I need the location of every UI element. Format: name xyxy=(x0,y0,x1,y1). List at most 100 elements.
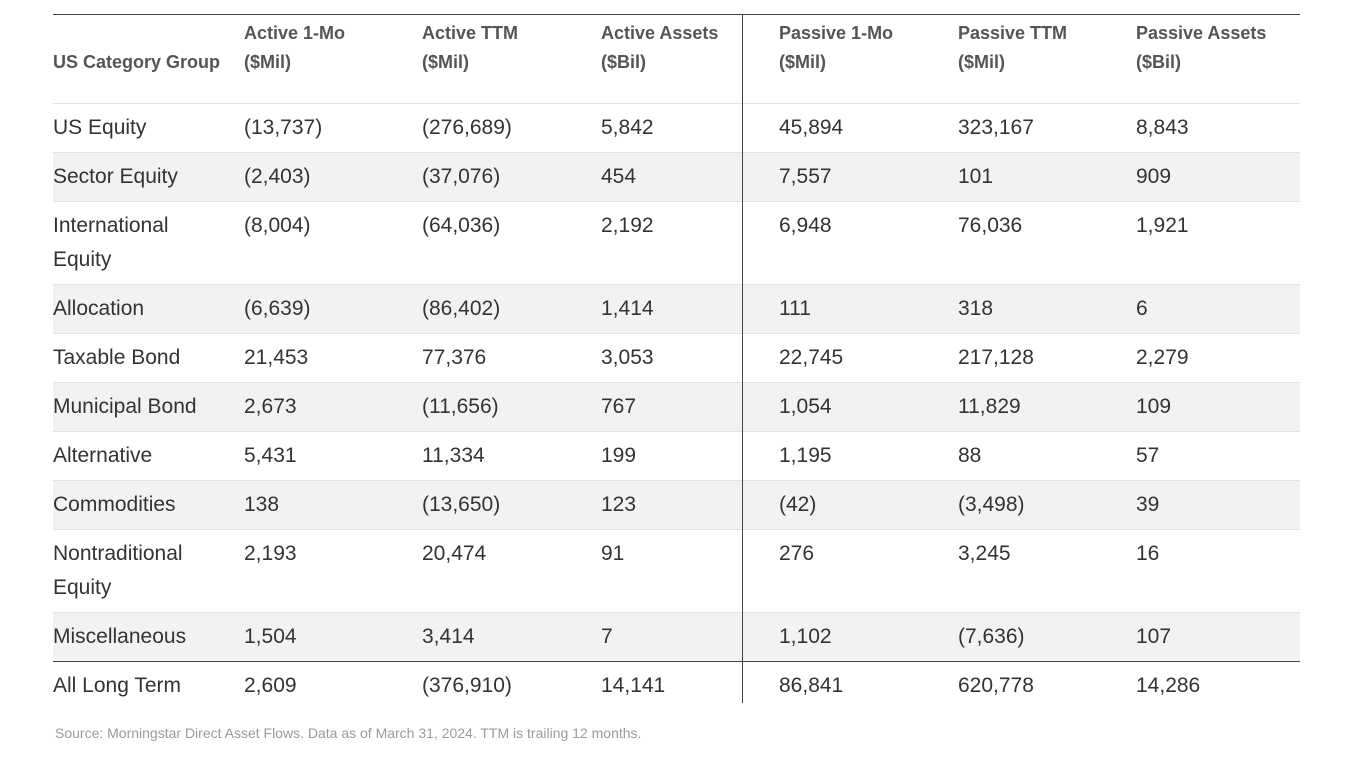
cell: (42) xyxy=(779,480,958,530)
cell: 217,128 xyxy=(958,333,1136,383)
row-label: Alternative xyxy=(53,431,244,481)
cell: 57 xyxy=(1136,431,1300,481)
table-row: US Equity (13,737) (276,689) 5,842 45,894 323… xyxy=(53,103,1300,153)
cell: (37,076) xyxy=(422,152,601,202)
cell: 276 xyxy=(779,529,958,613)
header-text: ($Mil) xyxy=(958,52,1005,72)
cell: 14,141 xyxy=(601,661,779,710)
header-cell: Passive TTM ($Mil) xyxy=(958,15,1136,104)
cell: 123 xyxy=(601,480,779,530)
header-text: ($Mil) xyxy=(244,52,291,72)
cell: 88 xyxy=(958,431,1136,481)
row-label: Allocation xyxy=(53,284,244,334)
cell: (13,650) xyxy=(422,480,601,530)
cell: 8,843 xyxy=(1136,103,1300,153)
table-row: All Long Term 2,609 (376,910) 14,141 86,841 6… xyxy=(53,661,1300,710)
row-label: Sector Equity xyxy=(53,152,244,202)
header-text: Active TTM xyxy=(422,23,519,43)
header-cell: Active Assets ($Bil) xyxy=(601,15,779,104)
cell: 11,829 xyxy=(958,382,1136,432)
header-text: Passive Assets xyxy=(1136,23,1267,43)
cell: 111 xyxy=(779,284,958,334)
table-row: Nontraditional Equity 2,193 20,474 91 276 3,2… xyxy=(53,529,1300,613)
cell: 1,195 xyxy=(779,431,958,481)
row-label: Nontraditional Equity xyxy=(53,529,244,613)
row-label: Municipal Bond xyxy=(53,382,244,432)
header-text: US Category Group xyxy=(53,52,221,72)
cell: 109 xyxy=(1136,382,1300,432)
cell: 91 xyxy=(601,529,779,613)
cell: (2,403) xyxy=(244,152,422,202)
header-row: US Category Group Active 1-Mo ($Mil) Active… xyxy=(53,15,1300,104)
table-row: Sector Equity (2,403) (37,076) 454 7,557 101 9… xyxy=(53,152,1300,202)
cell: 3,245 xyxy=(958,529,1136,613)
header-text: ($Bil) xyxy=(1136,52,1181,72)
header-cell: Passive Assets ($Bil) xyxy=(1136,15,1300,104)
cell: 101 xyxy=(958,152,1136,202)
row-label: Taxable Bond xyxy=(53,333,244,383)
table-row: Municipal Bond 2,673 (11,656) 767 1,054 11,82… xyxy=(53,382,1300,432)
cell: 1,054 xyxy=(779,382,958,432)
cell: 77,376 xyxy=(422,333,601,383)
cell: 138 xyxy=(244,480,422,530)
cell: 3,414 xyxy=(422,612,601,662)
cell: 86,841 xyxy=(779,661,958,710)
header-cell: Passive 1-Mo ($Mil) xyxy=(779,15,958,104)
cell: 6,948 xyxy=(779,201,958,285)
cell: 1,921 xyxy=(1136,201,1300,285)
cell: 454 xyxy=(601,152,779,202)
table-row: International Equity (8,004) (64,036) 2,192… xyxy=(53,201,1300,285)
cell: (13,737) xyxy=(244,103,422,153)
cell: 1,414 xyxy=(601,284,779,334)
row-label: Commodities xyxy=(53,480,244,530)
cell: 199 xyxy=(601,431,779,481)
cell: 21,453 xyxy=(244,333,422,383)
cell: 909 xyxy=(1136,152,1300,202)
cell: (7,636) xyxy=(958,612,1136,662)
cell: (376,910) xyxy=(422,661,601,710)
cell: 45,894 xyxy=(779,103,958,153)
cell: 16 xyxy=(1136,529,1300,613)
row-label: All Long Term xyxy=(53,661,244,710)
cell: 767 xyxy=(601,382,779,432)
cell: 6 xyxy=(1136,284,1300,334)
cell: 5,431 xyxy=(244,431,422,481)
cell: (11,656) xyxy=(422,382,601,432)
cell: 14,286 xyxy=(1136,661,1300,710)
cell: (3,498) xyxy=(958,480,1136,530)
header-text: ($Mil) xyxy=(779,52,826,72)
header-text: ($Mil) xyxy=(422,52,469,72)
cell: 7,557 xyxy=(779,152,958,202)
cell: (8,004) xyxy=(244,201,422,285)
cell: 1,102 xyxy=(779,612,958,662)
header-text: Active 1-Mo xyxy=(244,23,346,43)
cell: (6,639) xyxy=(244,284,422,334)
row-label: Miscellaneous xyxy=(53,612,244,662)
cell: 620,778 xyxy=(958,661,1136,710)
cell: 76,036 xyxy=(958,201,1136,285)
header-text: Passive TTM xyxy=(958,23,1068,43)
cell: 39 xyxy=(1136,480,1300,530)
cell: 7 xyxy=(601,612,779,662)
cell: 323,167 xyxy=(958,103,1136,153)
source-note: Source: Morningstar Direct Asset Flows. … xyxy=(55,725,642,741)
cell: 107 xyxy=(1136,612,1300,662)
cell: 2,673 xyxy=(244,382,422,432)
cell: 11,334 xyxy=(422,431,601,481)
row-label: International Equity xyxy=(53,201,244,285)
header-cell: US Category Group xyxy=(53,15,244,104)
header-cell: Active TTM ($Mil) xyxy=(422,15,601,104)
cell: 2,192 xyxy=(601,201,779,285)
row-label: US Equity xyxy=(53,103,244,153)
table-row: Taxable Bond 21,453 77,376 3,053 22,745 217,1… xyxy=(53,333,1300,383)
header-text: Passive 1-Mo xyxy=(779,23,894,43)
cell: 20,474 xyxy=(422,529,601,613)
cell: 3,053 xyxy=(601,333,779,383)
table-row: Allocation (6,639) (86,402) 1,414 111 318 6 xyxy=(53,284,1300,334)
header-text: Active Assets xyxy=(601,23,719,43)
cell: 22,745 xyxy=(779,333,958,383)
table-row: Alternative 5,431 11,334 199 1,195 88 57 xyxy=(53,431,1300,481)
table-body: US Equity (13,737) (276,689) 5,842 45,894 323… xyxy=(53,103,1300,710)
column-divider xyxy=(742,14,743,703)
